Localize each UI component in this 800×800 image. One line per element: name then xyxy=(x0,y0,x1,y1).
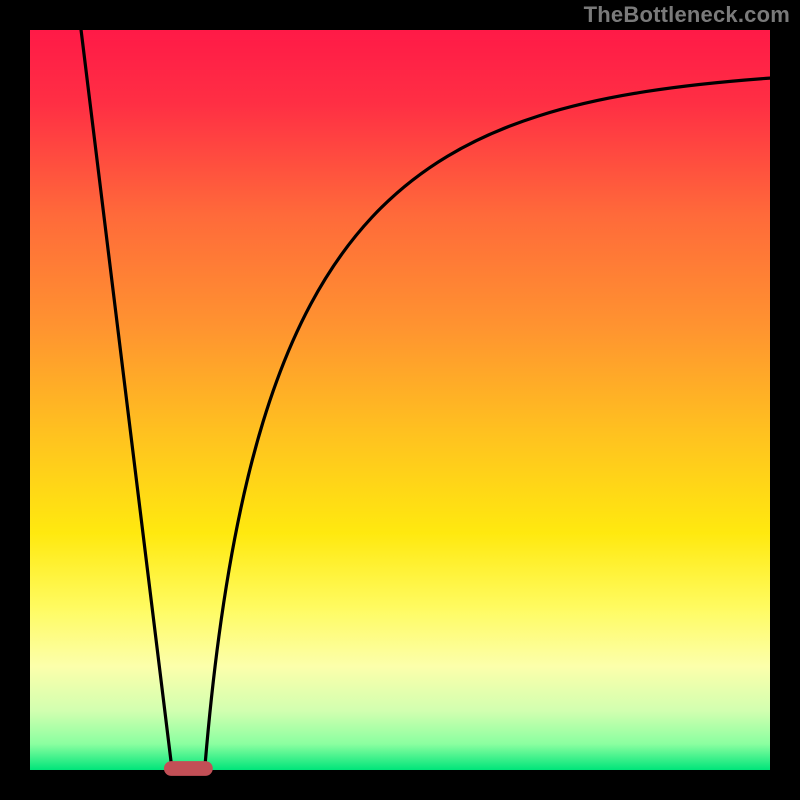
chart-canvas: TheBottleneck.com xyxy=(0,0,800,800)
optimal-range-marker xyxy=(164,761,213,776)
chart-svg xyxy=(0,0,800,800)
plot-background xyxy=(30,30,770,770)
watermark-text: TheBottleneck.com xyxy=(584,2,790,28)
